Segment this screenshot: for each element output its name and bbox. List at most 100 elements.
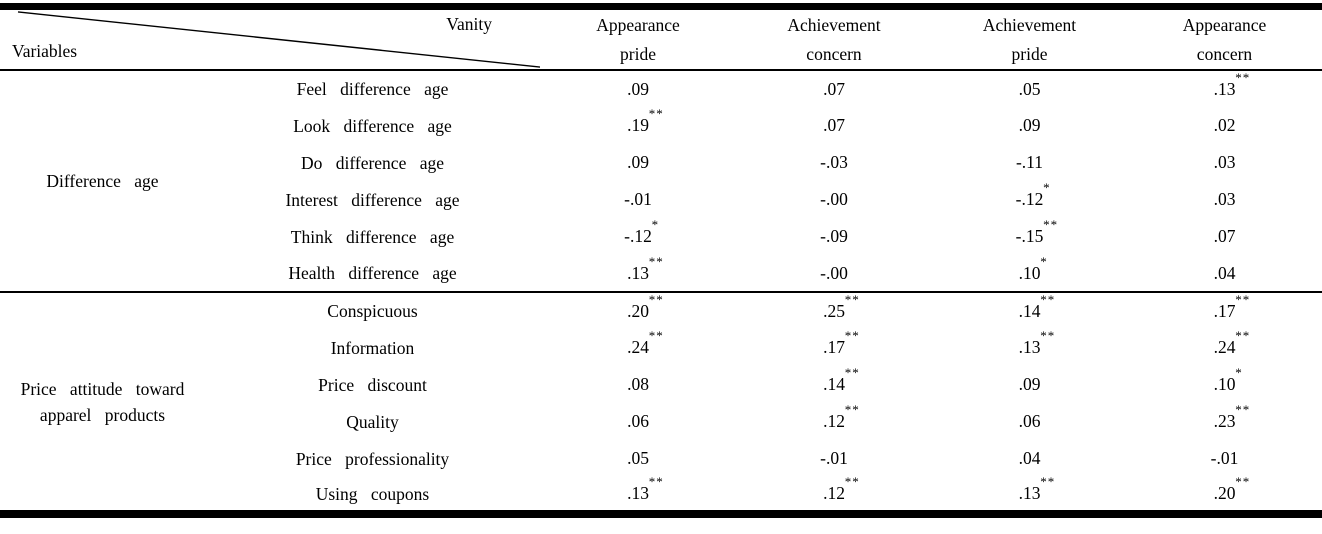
value: -.00 <box>820 262 848 283</box>
corner-label-vanity: Vanity <box>446 14 492 34</box>
row-label: Price discount <box>318 374 427 395</box>
value-cell: -.00 <box>736 181 932 218</box>
table-row: Health difference age .13 ** -.00 .10 * .0… <box>0 255 1322 292</box>
group-difference-age: Difference age Feel difference age .09 .… <box>0 70 1322 292</box>
value: .07 <box>823 78 845 99</box>
significance-asterisks: ** <box>1043 217 1059 232</box>
group-price-attitude: Price attitude toward apparel products C… <box>0 292 1322 514</box>
row-label: Interest difference age <box>285 189 460 210</box>
value: -.12 <box>624 226 652 246</box>
value: .04 <box>1213 262 1236 283</box>
column-header-line: concern <box>806 44 862 64</box>
table-row: Difference age Feel difference age .09 .… <box>0 70 1322 192</box>
column-header-line: Appearance <box>1182 15 1267 35</box>
value-cell: -.09 <box>736 218 932 255</box>
value: .25 <box>823 300 845 321</box>
significance-asterisks: ** <box>1040 291 1056 307</box>
value-cell: .12 ** <box>736 474 932 514</box>
value-cell: -.12 * <box>540 218 736 255</box>
value-cell: -.01 <box>736 440 932 477</box>
table-row: Price attitude toward apparel products C… <box>0 291 1322 425</box>
value: .07 <box>823 115 845 135</box>
value: .12 <box>823 411 845 431</box>
value: .24 <box>1213 337 1236 357</box>
row-label: Conspicuous <box>327 301 418 321</box>
value: .09 <box>1018 374 1041 394</box>
value: .06 <box>1018 411 1041 431</box>
significance-asterisks: ** <box>648 474 664 489</box>
table-header: Vanity Variables Appearance pride Achiev… <box>0 6 1322 71</box>
value-cell: .03 <box>1127 181 1322 218</box>
value: -.11 <box>1015 152 1044 172</box>
column-header-line: Achievement <box>982 15 1077 35</box>
significance-asterisks: ** <box>1040 328 1056 343</box>
value-cell: .19 ** <box>540 107 736 144</box>
significance-asterisks: * <box>1235 365 1243 380</box>
value: .07 <box>1213 226 1236 246</box>
group-label-line: Difference age <box>46 171 159 191</box>
value-cell: .20 ** <box>540 292 736 329</box>
row-label: Information <box>330 337 415 358</box>
significance-asterisks: ** <box>648 106 664 121</box>
value-cell: .14 ** <box>736 366 932 403</box>
value-cell: .05 <box>540 440 736 477</box>
correlation-table: Vanity Variables Appearance pride Achiev… <box>0 3 1322 518</box>
value-cell: -.01 <box>540 181 736 218</box>
value: .10 <box>1213 374 1236 394</box>
value-cell: .13 ** <box>540 474 736 514</box>
value-cell: .13 ** <box>932 474 1127 514</box>
header-row: Vanity Variables Appearance pride Achiev… <box>0 6 1322 71</box>
value-cell: .06 <box>932 403 1127 440</box>
column-header-line: Achievement <box>787 15 881 35</box>
value: -.00 <box>820 189 848 209</box>
value: .23 <box>1213 411 1236 431</box>
value-cell: .20 ** <box>1127 474 1322 514</box>
row-label: Quality <box>346 411 399 432</box>
value: .10 <box>1018 262 1041 283</box>
value: -.09 <box>820 226 848 246</box>
value: .14 <box>1018 300 1041 321</box>
significance-asterisks: * <box>651 217 660 232</box>
value: .05 <box>1018 78 1041 99</box>
value-cell: .12 ** <box>736 403 932 440</box>
significance-asterisks: ** <box>844 291 860 307</box>
significance-asterisks: * <box>1043 180 1051 195</box>
value-cell: -.11 <box>932 144 1127 181</box>
value-cell: .13 ** <box>1127 70 1322 107</box>
column-header-appearance-concern: Appearance concern <box>1127 6 1322 71</box>
value: -.01 <box>1210 448 1239 468</box>
column-header-line: concern <box>1196 44 1253 64</box>
significance-asterisks: ** <box>844 474 860 489</box>
column-header-appearance-pride: Appearance pride <box>540 6 736 71</box>
value: -.01 <box>624 189 652 209</box>
table-row: Information .24 ** .17 ** .13 ** .24 ** <box>0 329 1322 366</box>
value-cell: .09 <box>932 366 1127 403</box>
value-cell: .10 * <box>1127 366 1322 403</box>
row-label: Health difference age <box>288 263 457 283</box>
value: -.01 <box>820 448 848 468</box>
significance-asterisks: ** <box>844 328 860 343</box>
diagonal-line <box>0 10 540 69</box>
table-row: Price professionality .05 -.01 .04 -.01 <box>0 440 1322 477</box>
row-label: Feel difference age <box>296 79 449 99</box>
value-cell: .09 <box>540 144 736 181</box>
value-cell: .25 ** <box>736 292 932 329</box>
row-label: Do difference age <box>300 152 445 173</box>
table-row: Look difference age .19 ** .07 .09 .02 <box>0 107 1322 144</box>
significance-asterisks: ** <box>844 365 860 380</box>
value-cell: .23 ** <box>1127 403 1322 440</box>
diagonal-header-cell: Vanity Variables <box>0 6 540 71</box>
significance-asterisks: ** <box>1040 474 1056 489</box>
value-cell: .09 <box>932 107 1127 144</box>
value-cell: .13 ** <box>540 255 736 292</box>
table-row: Using coupons .13 ** .12 ** .13 ** .20 ** <box>0 474 1322 514</box>
significance-asterisks: ** <box>648 291 664 307</box>
significance-asterisks: ** <box>648 253 664 269</box>
value: .13 <box>627 483 649 503</box>
significance-asterisks: ** <box>844 402 860 417</box>
significance-asterisks: ** <box>1235 474 1251 489</box>
value: .17 <box>1213 300 1236 321</box>
value: .20 <box>1213 483 1236 503</box>
value-cell: .05 <box>932 70 1127 107</box>
